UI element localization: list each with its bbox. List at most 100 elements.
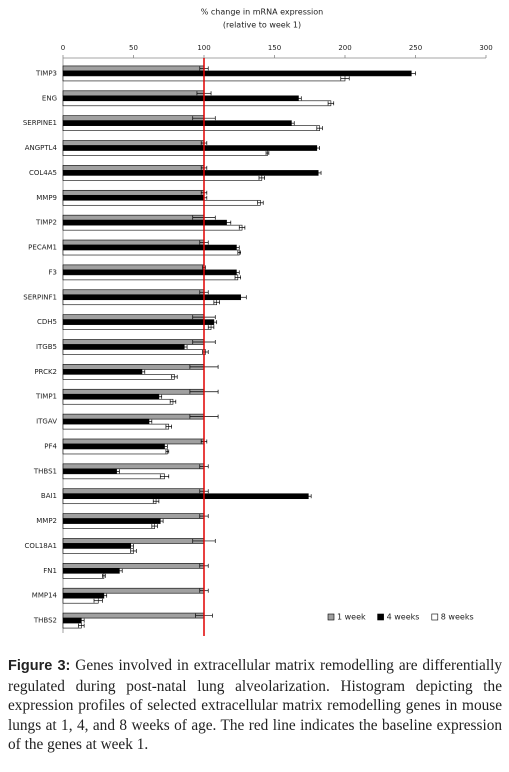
bar <box>62 388 205 395</box>
y-tick-label: PRCK2 <box>34 368 57 376</box>
bar <box>62 170 319 176</box>
legend-swatch <box>431 613 439 621</box>
error-bar <box>138 369 146 374</box>
error-bar <box>152 499 160 504</box>
bar <box>62 324 212 330</box>
y-tick-label: TIMP3 <box>35 69 57 77</box>
bar <box>62 125 320 131</box>
bar <box>62 100 332 107</box>
y-tick-label: TIMP1 <box>35 393 57 401</box>
error-bar <box>102 573 106 578</box>
y-tick-label: COL4A5 <box>29 169 57 177</box>
bar <box>62 224 243 231</box>
bar <box>62 344 185 350</box>
bar <box>62 597 99 604</box>
y-tick-label: F3 <box>49 268 57 276</box>
y-tick-label: ENG <box>42 94 57 102</box>
error-bar <box>237 250 242 255</box>
error-bar <box>100 593 108 598</box>
bar <box>62 319 215 325</box>
chart-subtitle: (relative to week 1) <box>223 21 301 30</box>
chart-title: % change in mRNA expression <box>201 8 323 17</box>
error-bar <box>165 449 170 454</box>
error-bar <box>313 146 320 151</box>
error-bar <box>265 151 270 156</box>
error-bar <box>165 424 172 429</box>
bar <box>62 369 143 375</box>
bar <box>62 314 205 320</box>
x-tick-label: 250 <box>409 44 422 52</box>
error-bar <box>234 295 247 300</box>
error-bar <box>169 399 177 404</box>
bar <box>62 175 263 181</box>
bar <box>62 299 217 306</box>
bar <box>62 189 205 196</box>
bar <box>62 374 175 380</box>
bar <box>62 423 170 430</box>
bar <box>62 199 261 206</box>
error-bar <box>315 170 322 175</box>
y-tick-label: TIMP2 <box>35 219 57 227</box>
bar <box>62 563 205 569</box>
bar <box>62 294 241 301</box>
bar <box>62 468 117 475</box>
bar <box>62 249 240 256</box>
bar <box>62 145 318 151</box>
y-tick-label: FN1 <box>43 567 57 575</box>
bar <box>62 592 105 599</box>
y-tick-label: PF4 <box>44 442 57 450</box>
error-bar <box>181 345 188 349</box>
bar <box>62 463 205 470</box>
bar <box>62 194 205 201</box>
error-bar <box>171 374 178 379</box>
x-tick-label: 150 <box>268 44 281 52</box>
bar <box>62 364 205 370</box>
bar <box>62 214 205 221</box>
chart: % change in mRNA expression (relative to… <box>23 8 493 636</box>
bar <box>62 573 105 579</box>
bar <box>62 488 205 495</box>
bar <box>62 587 205 594</box>
y-tick-label: CDH5 <box>37 318 57 326</box>
y-tick-label: ITGAV <box>36 418 57 426</box>
bar <box>62 518 161 524</box>
y-tick-label: PECAM1 <box>28 244 57 252</box>
y-tick-label: MMP9 <box>36 194 57 202</box>
x-tick-label: 100 <box>197 44 210 52</box>
bar <box>62 498 157 505</box>
y-tick-label: SERPINF1 <box>23 293 57 301</box>
x-tick-label: 50 <box>129 44 138 52</box>
caption-label: Figure 3: <box>8 658 71 674</box>
error-bar <box>113 469 120 474</box>
bar <box>62 548 134 554</box>
bar <box>62 538 205 544</box>
bar <box>62 448 168 455</box>
error-bar <box>258 175 265 180</box>
error-bar <box>155 394 163 399</box>
bar <box>62 523 155 529</box>
bar <box>62 289 205 296</box>
bar <box>62 413 205 420</box>
y-tick-label: COL18A1 <box>25 542 57 550</box>
error-bar <box>213 300 220 305</box>
error-bar <box>207 325 215 330</box>
error-bar <box>127 543 134 548</box>
error-bar <box>288 121 295 126</box>
error-bar <box>151 524 158 529</box>
x-tick-label: 0 <box>61 44 65 52</box>
bar <box>62 90 205 97</box>
legend-swatch <box>377 613 384 621</box>
bar <box>62 120 292 126</box>
error-bar <box>295 96 302 101</box>
y-tick-label: MMP14 <box>32 592 58 600</box>
legend-swatch <box>327 613 335 621</box>
bar <box>62 140 205 146</box>
bar <box>62 65 205 72</box>
error-bar <box>233 245 240 250</box>
error-bar <box>221 220 232 225</box>
bar <box>62 115 205 121</box>
error-bar <box>93 598 103 603</box>
bar <box>62 244 237 251</box>
error-bar <box>78 623 85 628</box>
